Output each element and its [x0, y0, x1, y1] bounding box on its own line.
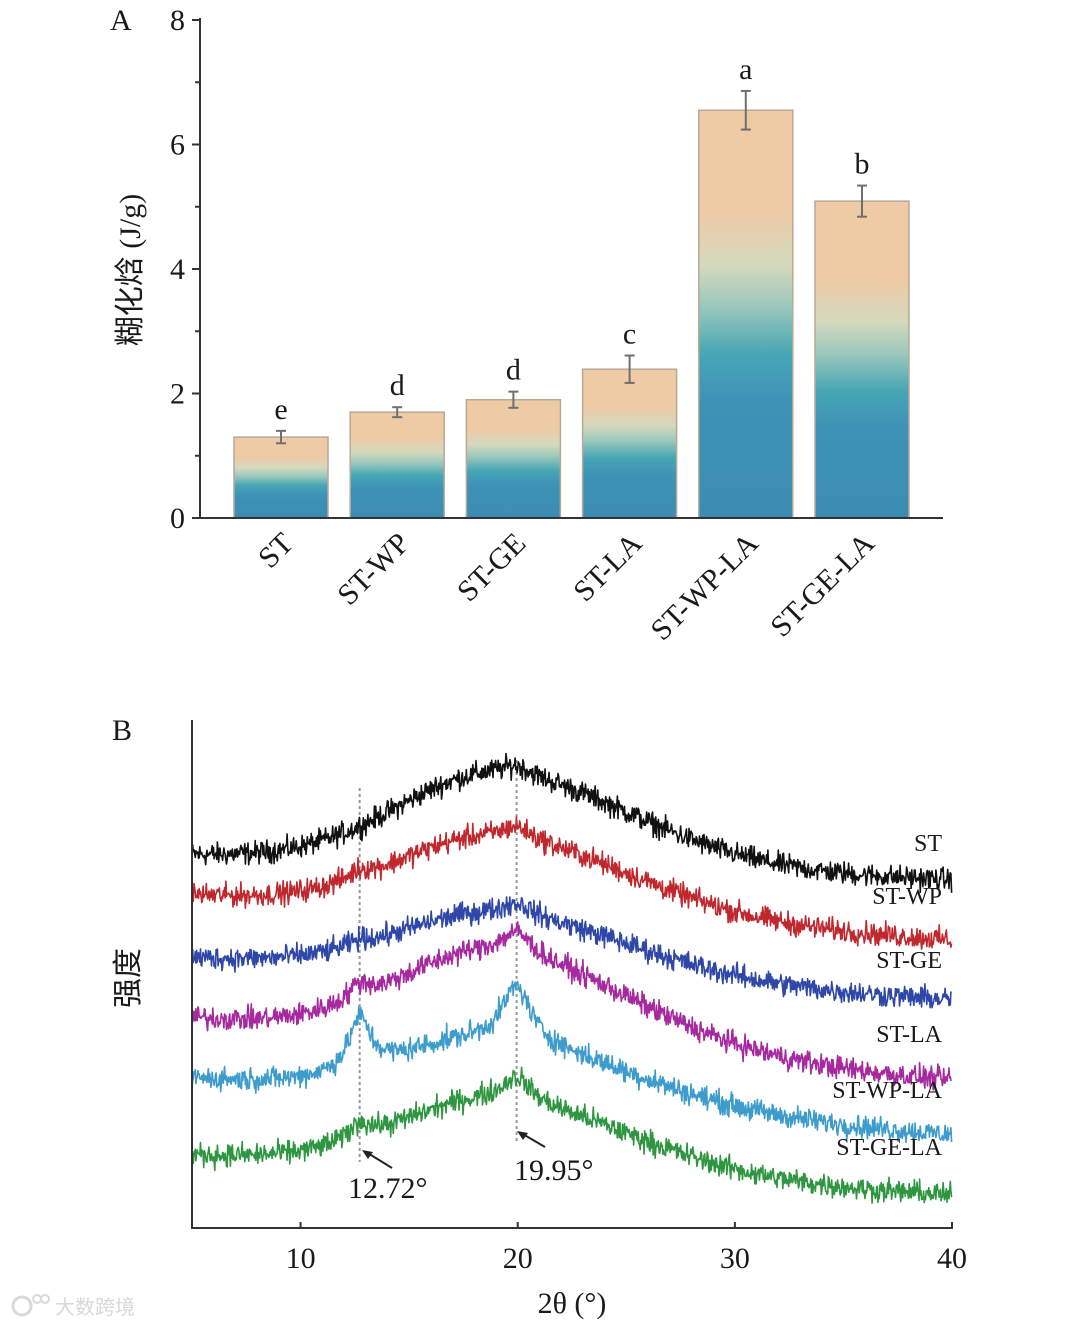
series-label: ST [914, 831, 942, 857]
x-tick-label: 30 [720, 1242, 750, 1275]
y-tick-label: 2 [170, 378, 185, 411]
bar-st-wp [349, 411, 445, 519]
annotation-12-72: 12.72° [348, 1172, 428, 1205]
x-ticks-b: 10 20 30 40 [286, 1222, 967, 1275]
y-tick-label: 6 [170, 129, 185, 162]
series-label: ST-WP-LA [832, 1078, 942, 1104]
arrowhead-icon [517, 1131, 528, 1140]
xrd-curve-st [191, 752, 953, 893]
y-axis-label: 糊化焓 (J/g) [114, 194, 147, 347]
x-tick-label: 40 [937, 1242, 967, 1275]
significance-label: d [506, 354, 521, 387]
category-label: ST-WP-LA [644, 526, 765, 647]
x-tick-label: 20 [503, 1242, 533, 1275]
panel-label-b: B [112, 714, 132, 747]
xrd-curve-st-wp-la [191, 980, 953, 1144]
y-tick-label: 8 [170, 4, 185, 37]
y-ticks: 0 2 4 6 8 [170, 4, 200, 535]
watermark-logo-icon [11, 1295, 33, 1317]
xrd-curve-st-la [191, 921, 952, 1091]
bar-st [233, 436, 329, 519]
bar-st-wp-la [698, 109, 794, 519]
watermark-logo-icon [40, 1294, 50, 1304]
category-label: ST-GE-LA [764, 526, 881, 643]
y-tick-label: 4 [170, 253, 185, 286]
reference-lines [358, 760, 518, 1162]
x-tick-label: 10 [286, 1242, 316, 1275]
annotation-arrows [362, 1131, 546, 1169]
category-label: ST-WP [331, 527, 416, 612]
x-axis-label-b: 2θ (°) [538, 1287, 607, 1320]
xrd-curves [191, 752, 953, 1204]
category-label: ST-GE [451, 527, 532, 608]
bar-st-la [581, 368, 678, 519]
bar-st-ge-la [814, 200, 910, 519]
watermark-logo-icon [32, 1294, 42, 1304]
series-label: ST-GE-LA [836, 1135, 942, 1161]
watermark: 大数跨境 [11, 1294, 135, 1319]
series-label: ST-WP [872, 884, 942, 910]
significance-label: a [739, 53, 752, 86]
bar-st-ge [465, 398, 562, 519]
series-labels: ST ST-WP ST-GE ST-LA ST-WP-LA ST-GE-LA [832, 831, 942, 1161]
significance-label: b [855, 148, 870, 181]
xrd-curve-st-wp [191, 816, 953, 950]
watermark-text: 大数跨境 [55, 1295, 135, 1319]
xrd-curve-st-ge [191, 896, 953, 1009]
category-label: ST [252, 527, 300, 575]
y-axis-label-b: 强度 [112, 948, 145, 1008]
xrd-curve-st-ge-la [191, 1066, 953, 1204]
category-label: ST-LA [567, 526, 649, 608]
significance-label: c [623, 318, 636, 351]
annotation-19-95: 19.95° [514, 1154, 594, 1187]
y-tick-label: 0 [170, 502, 185, 535]
significance-label: e [274, 393, 287, 426]
arrowhead-icon [362, 1150, 373, 1159]
bar-chart-panel: A 糊化焓 (J/g) e d d c a b 0 2 4 6 8 ST ST-WP ST-GE ST-… [110, 4, 943, 647]
series-label: ST-GE [876, 948, 942, 974]
series-label: ST-LA [876, 1022, 942, 1048]
panel-label-a: A [110, 4, 132, 37]
significance-label: d [390, 369, 405, 402]
bars: e d d c a b [233, 53, 910, 519]
xrd-panel: B 强度 ST ST-WP ST-GE ST-LA ST-WP-LA ST-GE-LA 1… [112, 714, 967, 1320]
